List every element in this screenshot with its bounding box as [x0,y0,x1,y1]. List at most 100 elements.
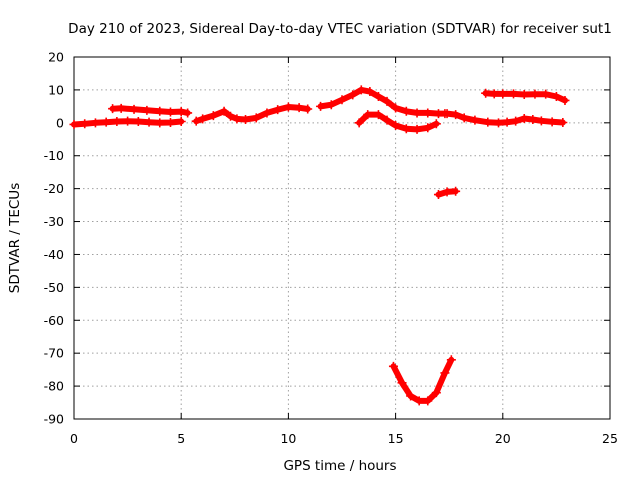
data-point [481,88,491,98]
data-point [388,361,398,371]
y-tick-label: -50 [44,280,64,295]
data-point [116,103,126,113]
data-point [226,111,236,121]
data-point [451,110,461,120]
data-point [541,89,551,99]
data-point [502,117,512,127]
data-point [459,113,469,123]
data-point [406,391,416,401]
data-point [219,106,229,116]
data-point [208,111,218,121]
y-tick-label: -80 [44,379,64,394]
data-point [142,105,152,115]
y-tick-label: 10 [48,82,64,97]
y-tick-label: -30 [44,214,64,229]
data-point [423,108,433,118]
data-point [511,116,521,126]
data-point [326,100,336,110]
data-point [414,396,424,406]
data-point [373,91,383,101]
y-tick-label: -60 [44,313,64,328]
data-point [363,110,373,120]
data-point [489,89,499,99]
data-point [536,116,546,126]
data-point [273,105,283,115]
data-point [470,115,480,125]
y-axis-label: SDTVAR / TECUs [7,183,23,293]
data-point [176,107,186,117]
x-tick-label: 15 [388,431,404,446]
y-tick-label: -70 [44,346,64,361]
data-point [446,355,456,365]
series-arc-4 [316,85,450,119]
y-tick-label: -90 [44,412,64,427]
data-point [494,118,504,128]
data-point [412,108,422,118]
data-point [262,108,272,118]
x-tick-label: 20 [495,431,511,446]
series-arc-3 [191,102,313,126]
data-point [316,101,326,111]
data-point [401,124,411,134]
data-point [442,109,452,119]
data-point [397,378,407,388]
series-arc-6 [433,186,461,200]
data-point [69,119,79,129]
data-point [155,118,165,128]
data-point [294,103,304,113]
series-arc-9 [481,88,570,105]
data-point [80,119,90,129]
series-arc-7 [388,355,456,406]
data-point [519,90,529,100]
data-point [133,117,143,127]
data-point [198,114,208,124]
data-point [560,95,570,105]
data-point [183,108,193,118]
data-point [191,116,201,126]
data-point [365,87,375,97]
grid [74,57,610,419]
data-point [251,113,261,123]
data-point [144,117,154,127]
x-tick-label: 10 [280,431,296,446]
data-point [519,114,529,124]
data-point [509,89,519,99]
y-tick-label: -20 [44,181,64,196]
data-point [391,103,401,113]
data-point [442,187,452,197]
data-point [558,117,568,127]
data-point [303,104,313,114]
data-point [165,117,175,127]
y-tick-label: -40 [44,247,64,262]
data-point [412,124,422,134]
data-point [483,117,493,127]
data-point [423,123,433,133]
data-point [547,117,557,127]
series-arc-1 [69,116,186,129]
data-point [431,388,441,398]
data-point [433,190,443,200]
data-point [451,186,461,196]
data-point [354,118,364,128]
data-point [530,89,540,99]
data-point [176,117,186,127]
data-point [373,110,383,120]
y-tick-label: 20 [48,50,64,65]
x-tick-label: 5 [177,431,185,446]
data-point [90,118,100,128]
data-point [498,89,508,99]
data-point [337,95,347,105]
data-series [69,85,570,406]
data-point [356,85,366,95]
data-point [401,106,411,116]
series-arc-8 [442,109,568,128]
data-point [112,117,122,127]
data-point [382,115,392,125]
data-point [241,115,251,125]
data-point [391,120,401,130]
data-point [423,396,433,406]
x-axis-label: GPS time / hours [283,458,396,474]
data-point [129,104,139,114]
data-point [551,91,561,101]
